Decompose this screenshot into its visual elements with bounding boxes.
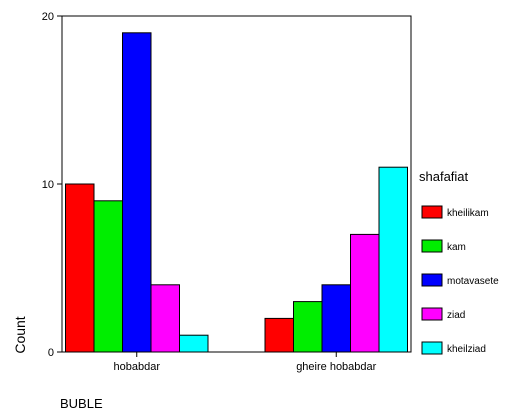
x-axis: hobabdar gheire hobabdar (114, 352, 377, 373)
bar-kheilziad-1 (378, 166, 408, 353)
bar-kheilziad-0 (179, 334, 209, 353)
y-axis: 0 10 20 (42, 11, 62, 359)
y-tick-label: 0 (48, 347, 54, 359)
legend-label-kheilziad: kheilziad (447, 344, 486, 355)
legend-label-kam: kam (447, 242, 466, 253)
legend-swatch-motavasete (421, 273, 443, 287)
legend-title: shafafiat (419, 169, 469, 184)
legend-label-ziad: ziad (447, 310, 465, 321)
bars-group (65, 32, 408, 353)
bar-kam-0 (93, 200, 123, 353)
x-tick-label: gheire hobabdar (296, 361, 376, 373)
legend-swatch-kam (421, 239, 443, 253)
bar-motavasete-1 (321, 284, 351, 353)
bar-kheilikam-0 (65, 183, 95, 353)
legend-label-kheilikam: kheilikam (447, 208, 489, 219)
bar-ziad-1 (350, 233, 380, 353)
legend-label-motavasete: motavasete (447, 276, 499, 287)
bar-kheilikam-1 (264, 317, 294, 353)
y-tick-label: 20 (42, 11, 54, 23)
x-tick-label: hobabdar (114, 361, 161, 373)
legend-swatch-kheilikam (421, 205, 443, 219)
legend: shafafiat kheilikam kam motavasete ziad khei… (419, 169, 499, 355)
bar-kam-1 (293, 301, 323, 353)
y-tick-label: 10 (42, 179, 54, 191)
bar-ziad-0 (150, 284, 180, 353)
bar-motavasete-0 (122, 32, 152, 353)
x-axis-title: BUBLE (60, 396, 103, 411)
y-axis-title: Count (12, 316, 28, 353)
legend-swatch-kheilziad (421, 341, 443, 355)
legend-swatch-ziad (421, 307, 443, 321)
